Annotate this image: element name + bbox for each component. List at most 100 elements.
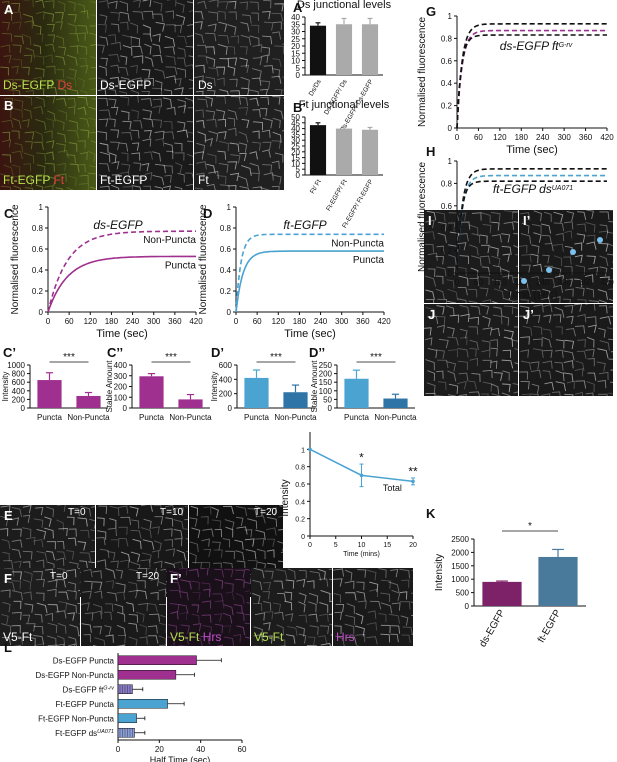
series-line xyxy=(235,250,384,313)
micrograph-ft-egfp xyxy=(97,96,193,190)
x-tick-label: 0 xyxy=(455,278,460,287)
y-tick-label: 0.2 xyxy=(220,287,232,296)
panel-label-i: I xyxy=(428,213,432,228)
chart-annotation: ft-EGFP dsUA071 xyxy=(493,182,573,196)
x-tick-label: 60 xyxy=(253,317,262,326)
y-tick-label: 1 xyxy=(227,203,232,212)
series-line xyxy=(456,168,607,274)
bar xyxy=(361,24,379,75)
cell-mesh-texture xyxy=(0,96,96,190)
x-tick-label: 0 xyxy=(46,317,51,326)
y-tick-label: 0.4 xyxy=(220,266,232,275)
y-tick-label: 0 xyxy=(448,269,453,278)
bar xyxy=(309,25,327,75)
x-tick-label: 360 xyxy=(579,133,593,142)
y-axis-label: Stable Amount xyxy=(310,360,319,413)
cell-mesh-texture xyxy=(0,0,96,95)
y-tick-label: 1 xyxy=(39,203,44,212)
cell-mesh-texture xyxy=(519,304,613,396)
y-tick-label: 45 xyxy=(291,119,300,128)
y-tick-label: 40 xyxy=(291,13,300,22)
chart-title: Ds junctional levels xyxy=(297,0,392,11)
panel-label: D’ xyxy=(211,345,224,360)
x-tick-label: 180 xyxy=(105,317,119,326)
x-tick-label: 240 xyxy=(314,317,328,326)
cell-mesh-texture xyxy=(519,210,613,303)
annotation-superscript: UA071 xyxy=(552,185,574,192)
x-tick-label: 300 xyxy=(557,133,571,142)
x-tick-label: 420 xyxy=(600,133,614,142)
bar xyxy=(361,129,379,175)
x-tick-label: 60 xyxy=(65,317,74,326)
category-label: Non-Puncta xyxy=(67,413,110,422)
timepoint-label: T=20 xyxy=(136,571,160,582)
x-tick-label: 360 xyxy=(356,317,370,326)
y-tick-label: 10 xyxy=(291,159,300,168)
micrograph-i xyxy=(424,210,518,303)
y-tick-label: 1 xyxy=(301,447,305,454)
panel-label-a: A xyxy=(4,2,14,17)
y-tick-label: 0.4 xyxy=(441,79,453,88)
x-tick-label: 15 xyxy=(383,542,391,549)
category-label: Non-Puncta xyxy=(274,413,317,422)
caption-magenta: Hrs xyxy=(202,630,222,644)
bar xyxy=(309,125,327,175)
y-tick-label: 2500 xyxy=(451,535,469,544)
series-line xyxy=(456,23,607,129)
y-tick-label: 5 xyxy=(296,165,301,174)
timepoint-label: T=0 xyxy=(68,507,86,518)
panel-label-f: F xyxy=(4,571,12,586)
series-label: Non-Puncta xyxy=(331,238,384,249)
y-axis-label: Normalised fluorescence xyxy=(10,204,21,314)
frap-spot-marker xyxy=(570,249,576,255)
bar xyxy=(383,398,408,408)
caption-merge: V5-Ft Hrs xyxy=(170,630,221,644)
x-tick-label: 180 xyxy=(293,317,307,326)
y-axis-label: Stable Amount xyxy=(105,360,114,413)
y-tick-label: 0.8 xyxy=(295,465,305,472)
x-tick-label: 180 xyxy=(515,133,529,142)
category-label: Non-Puncta xyxy=(169,413,212,422)
caption-ft-egfp: Ft-EGFP xyxy=(100,173,148,187)
x-tick-label: 10 xyxy=(358,542,366,549)
x-axis-label: Time (sec) xyxy=(96,328,148,340)
x-tick-label: 120 xyxy=(493,133,507,142)
bar xyxy=(117,655,197,665)
bar xyxy=(117,713,137,723)
timepoint-label: T=10 xyxy=(160,507,184,518)
category-label: Puncta xyxy=(139,413,164,422)
micrograph-j xyxy=(424,304,518,396)
y-tick-label: 0 xyxy=(228,404,233,413)
y-tick-label: 200 xyxy=(219,390,233,399)
frap-spot-marker xyxy=(521,278,527,284)
y-tick-label: 200 xyxy=(114,383,128,392)
timepoint-label: T=0 xyxy=(50,571,68,582)
y-tick-label: 0.2 xyxy=(295,517,305,524)
y-tick-label: 0.8 xyxy=(441,34,453,43)
series-line xyxy=(456,174,607,274)
bar xyxy=(117,699,168,709)
micrograph-f-t0 xyxy=(0,568,80,646)
x-tick-label: 240 xyxy=(536,278,550,287)
significance-stars: *** xyxy=(270,352,282,363)
y-tick-label: 0 xyxy=(448,124,453,133)
x-axis-label: Time (sec) xyxy=(284,328,336,340)
y-tick-label: 25 xyxy=(291,35,300,44)
y-tick-label: 0.6 xyxy=(220,245,232,254)
y-tick-label: 1 xyxy=(448,12,453,21)
panel-label: D’’ xyxy=(309,345,325,360)
x-tick-label: 120 xyxy=(272,317,286,326)
micrograph-f2-merge xyxy=(167,568,250,646)
category-label: Ft-EGFP Non-Puncta xyxy=(38,714,114,723)
category-label: Ft-EGFP/ Ft xyxy=(325,178,349,212)
frap-spot-marker xyxy=(546,267,552,273)
y-tick-label: 0.4 xyxy=(295,499,305,506)
y-tick-label: 1000 xyxy=(7,361,25,370)
micrograph-f2-v5ft xyxy=(251,568,332,646)
micrograph-f-t20 xyxy=(81,568,166,646)
category-label: Puncta xyxy=(244,413,269,422)
x-axis-label: Half Time (sec) xyxy=(150,755,211,762)
micrograph-ds-egfp xyxy=(97,0,193,95)
y-tick-label: 0.6 xyxy=(441,202,453,211)
